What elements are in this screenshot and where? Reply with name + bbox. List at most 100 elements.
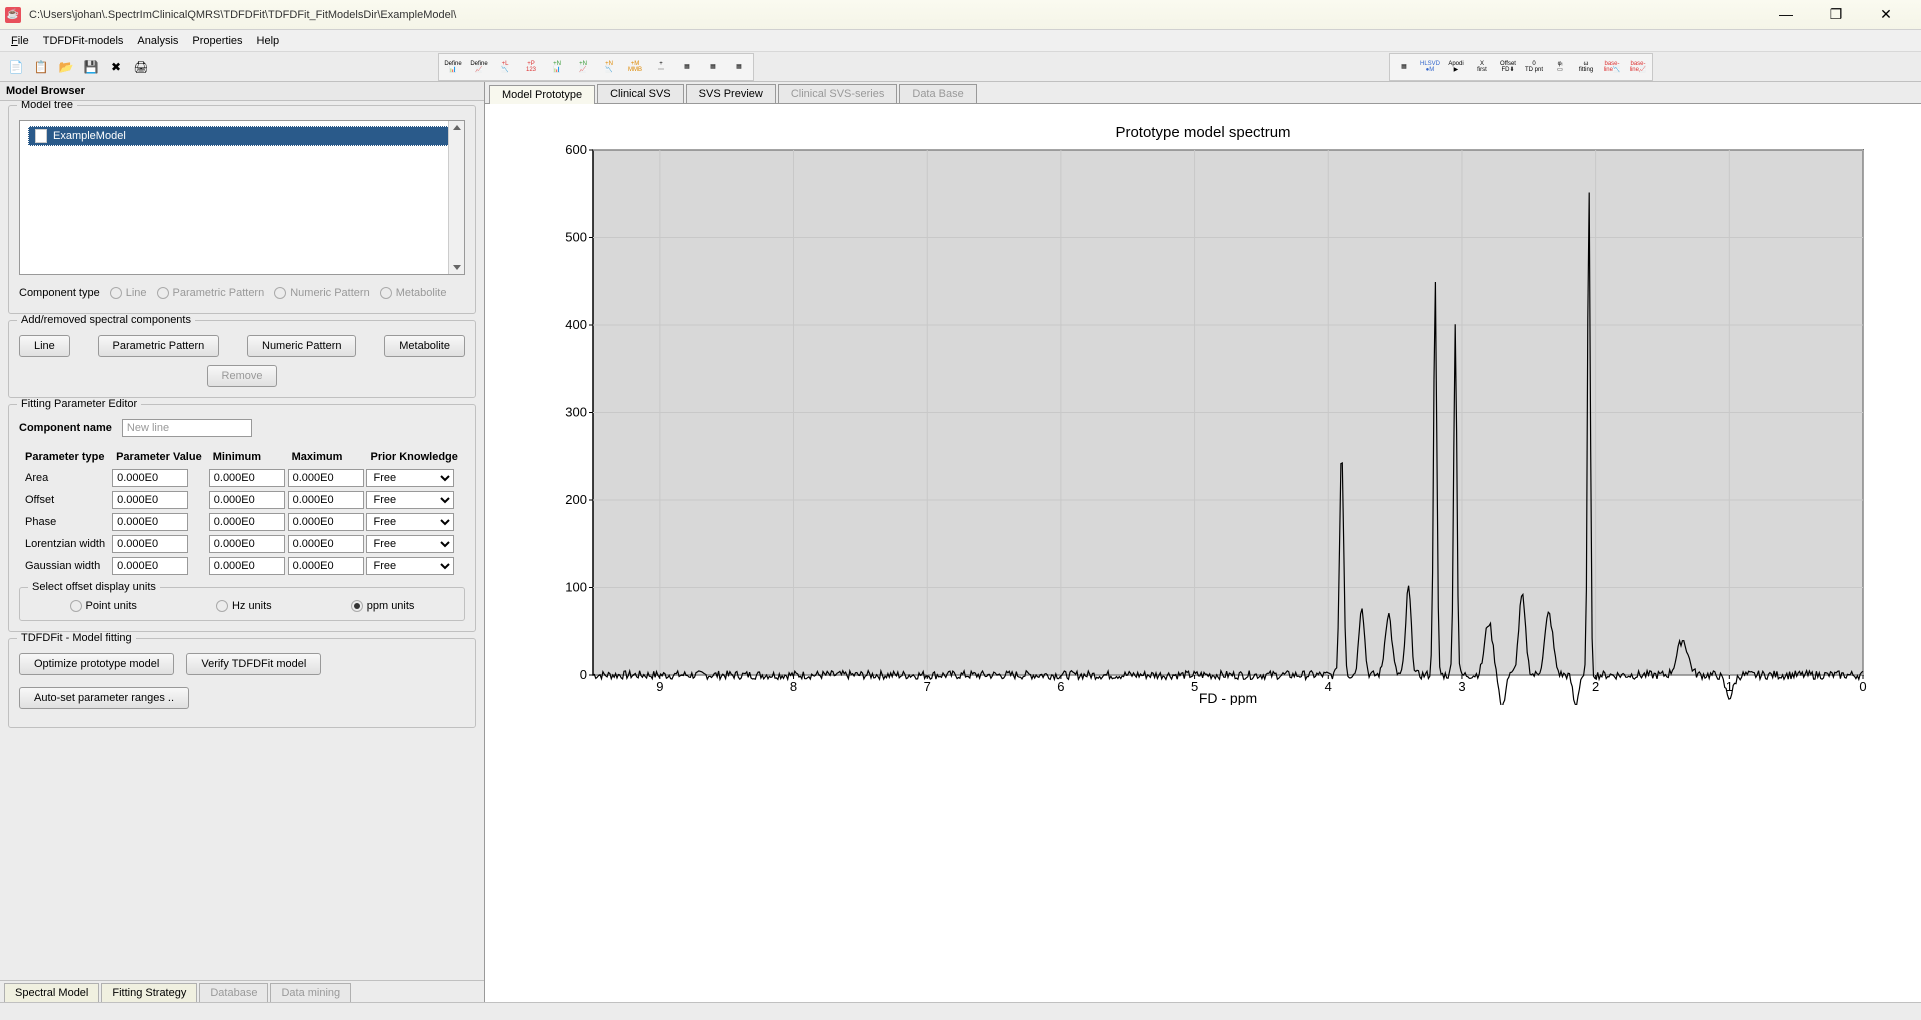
param-prior-select[interactable]: Free — [366, 557, 454, 575]
fitting-param-group: Component name Parameter type Parameter … — [8, 404, 476, 632]
apodi-icon[interactable]: Apodi▶ — [1444, 56, 1468, 78]
param-max-input[interactable] — [288, 469, 364, 487]
param-max-input[interactable] — [288, 535, 364, 553]
svg-text:300: 300 — [565, 405, 587, 420]
define-icon[interactable]: Define📊 — [441, 56, 465, 78]
param-prior-select[interactable]: Free — [366, 535, 454, 553]
save-icon[interactable]: 💾 — [80, 56, 102, 78]
param-min-input[interactable] — [209, 491, 285, 509]
verify-button[interactable]: Verify TDFDFit model — [186, 653, 321, 675]
param-prior-select[interactable]: Free — [366, 513, 454, 531]
param-min-input[interactable] — [209, 557, 285, 575]
param-min-input[interactable] — [209, 535, 285, 553]
param-max-input[interactable] — [288, 513, 364, 531]
menu-properties[interactable]: Properties — [186, 33, 248, 49]
opt-ppm[interactable]: ppm units — [351, 600, 415, 612]
model-tree-group: ExampleModel Component type Line Paramet… — [8, 105, 476, 314]
add-metab-button[interactable]: Metabolite — [384, 335, 465, 357]
param-row: Offset Free — [21, 491, 463, 509]
param-value-input[interactable] — [112, 513, 188, 531]
offset-units-group: Point units Hz units ppm units — [19, 587, 465, 621]
new-icon[interactable]: 📄 — [5, 56, 27, 78]
component-name-input[interactable] — [122, 419, 252, 437]
param-prior-select[interactable]: Free — [366, 491, 454, 509]
plus-p-icon[interactable]: +P123 — [519, 56, 543, 78]
model-tree[interactable]: ExampleModel — [19, 120, 465, 275]
omega-icon[interactable]: ωfitting — [1574, 56, 1598, 78]
top-tabs: Model Prototype Clinical SVS SVS Preview… — [485, 82, 1921, 104]
copy-icon[interactable]: 📋 — [30, 56, 52, 78]
plus-n-icon[interactable]: +N📊 — [545, 56, 569, 78]
delete-icon[interactable]: ✖ — [105, 56, 127, 78]
menu-analysis[interactable]: Analysis — [131, 33, 184, 49]
param-value-input[interactable] — [112, 491, 188, 509]
chart-area: Prototype model spectrum 010020030040050… — [485, 104, 1921, 1002]
toolbar-group-chart: Define📊 Define📈 +L📉 +P123 +N📊 +N📈 +N📉 +M… — [438, 53, 754, 81]
plus-l-icon[interactable]: +L📉 — [493, 56, 517, 78]
ct-parp-option: Parametric Pattern — [157, 287, 265, 299]
opt-point[interactable]: Point units — [70, 600, 137, 612]
menu-models[interactable]: TDFDFit-models — [37, 33, 130, 49]
param-value-input[interactable] — [112, 535, 188, 553]
phi-icon[interactable]: φᵢ▭ — [1548, 56, 1572, 78]
tree-item-example[interactable]: ExampleModel — [28, 126, 456, 146]
spec1-icon[interactable]: ▦ — [1392, 56, 1416, 78]
btab-spectral[interactable]: Spectral Model — [4, 983, 99, 1002]
param-min-input[interactable] — [209, 469, 285, 487]
add-parp-button[interactable]: Parametric Pattern — [98, 335, 220, 357]
btab-fitting[interactable]: Fitting Strategy — [101, 983, 197, 1002]
param-prior-select[interactable]: Free — [366, 469, 454, 487]
add-nump-button[interactable]: Numeric Pattern — [247, 335, 356, 357]
plus-dots-icon[interactable]: +⋯ — [649, 56, 673, 78]
titlebar: ☕ C:\Users\johan\.SpectrImClinicalQMRS\T… — [0, 0, 1921, 30]
plus-n2-icon[interactable]: +N📈 — [571, 56, 595, 78]
autoset-button[interactable]: Auto-set parameter ranges .. — [19, 687, 189, 709]
plus-n3-icon[interactable]: +N📉 — [597, 56, 621, 78]
param-name: Offset — [21, 491, 110, 509]
print-icon[interactable]: 🖨 — [130, 56, 152, 78]
opt-hz[interactable]: Hz units — [216, 600, 272, 612]
minimize-button[interactable]: — — [1771, 6, 1801, 23]
param-value-input[interactable] — [112, 557, 188, 575]
baseline1-icon[interactable]: base-line📉 — [1600, 56, 1624, 78]
grid2-icon[interactable]: ▦ — [701, 56, 725, 78]
maximize-button[interactable]: ❐ — [1821, 6, 1851, 23]
optimize-button[interactable]: Optimize prototype model — [19, 653, 174, 675]
x-first-icon[interactable]: Xfirst — [1470, 56, 1494, 78]
param-row: Area Free — [21, 469, 463, 487]
ttab-preview[interactable]: SVS Preview — [686, 84, 776, 103]
grid1-icon[interactable]: ▦ — [675, 56, 699, 78]
add-line-button[interactable]: Line — [19, 335, 70, 357]
baseline2-icon[interactable]: base-line📈 — [1626, 56, 1650, 78]
param-value-input[interactable] — [112, 469, 188, 487]
define2-icon[interactable]: Define📈 — [467, 56, 491, 78]
svg-text:4: 4 — [1325, 679, 1332, 694]
param-min-input[interactable] — [209, 513, 285, 531]
toolbar: 📄 📋 📂 💾 ✖ 🖨 Define📊 Define📈 +L📉 +P123 +N… — [0, 52, 1921, 82]
svg-text:400: 400 — [565, 317, 587, 332]
plus-m-icon[interactable]: +MMMB — [623, 56, 647, 78]
ttab-proto[interactable]: Model Prototype — [489, 85, 595, 104]
grid3-icon[interactable]: ▦ — [727, 56, 751, 78]
ttab-clinical[interactable]: Clinical SVS — [597, 84, 684, 103]
svg-text:2: 2 — [1592, 679, 1599, 694]
tree-scrollbar[interactable] — [448, 121, 464, 274]
btab-mining[interactable]: Data mining — [270, 983, 351, 1002]
param-max-input[interactable] — [288, 491, 364, 509]
param-name: Lorentzian width — [21, 535, 110, 553]
hlsvd-icon[interactable]: HLSVD●M — [1418, 56, 1442, 78]
svg-text:0: 0 — [1859, 679, 1866, 694]
ct-metab-option: Metabolite — [380, 287, 447, 299]
offset-fd-icon[interactable]: OffsetFD⬇ — [1496, 56, 1520, 78]
open-icon[interactable]: 📂 — [55, 56, 77, 78]
param-name: Phase — [21, 513, 110, 531]
param-row: Lorentzian width Free — [21, 535, 463, 553]
menu-file[interactable]: File — [5, 33, 35, 49]
svg-text:200: 200 — [565, 492, 587, 507]
param-table: Parameter type Parameter Value Minimum M… — [19, 445, 465, 579]
menu-help[interactable]: Help — [251, 33, 286, 49]
zero-icon[interactable]: 0TD pnt — [1522, 56, 1546, 78]
close-button[interactable]: ✕ — [1871, 6, 1901, 23]
btab-database[interactable]: Database — [199, 983, 268, 1002]
param-max-input[interactable] — [288, 557, 364, 575]
